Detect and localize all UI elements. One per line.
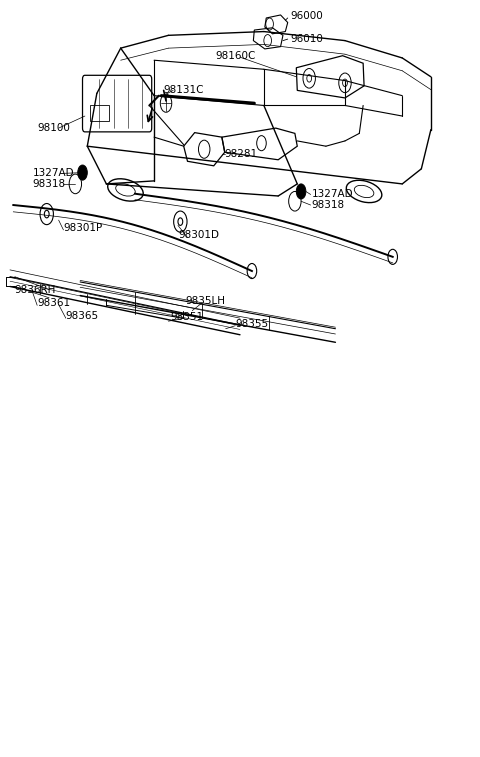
Text: 98100: 98100 [37,123,70,133]
Text: 98301D: 98301D [178,230,219,240]
Text: 96000: 96000 [290,11,323,21]
Text: 9836RH: 9836RH [15,285,56,294]
Text: 98361: 98361 [37,298,70,308]
Circle shape [296,184,306,199]
Text: 98301P: 98301P [63,223,103,232]
Text: 98365: 98365 [66,311,99,321]
Text: 1327AD: 1327AD [33,168,74,179]
Circle shape [78,165,87,180]
Text: 98281: 98281 [225,148,258,159]
Text: 98160C: 98160C [215,51,255,61]
Text: 1327AD: 1327AD [312,189,353,200]
Text: 98355: 98355 [235,319,268,329]
Text: 9835LH: 9835LH [185,296,225,306]
Text: 98318: 98318 [33,179,66,189]
Text: 96010: 96010 [290,34,323,44]
Text: 98351: 98351 [171,312,204,322]
Text: 98318: 98318 [312,200,345,210]
Text: 98131C: 98131C [164,86,204,95]
